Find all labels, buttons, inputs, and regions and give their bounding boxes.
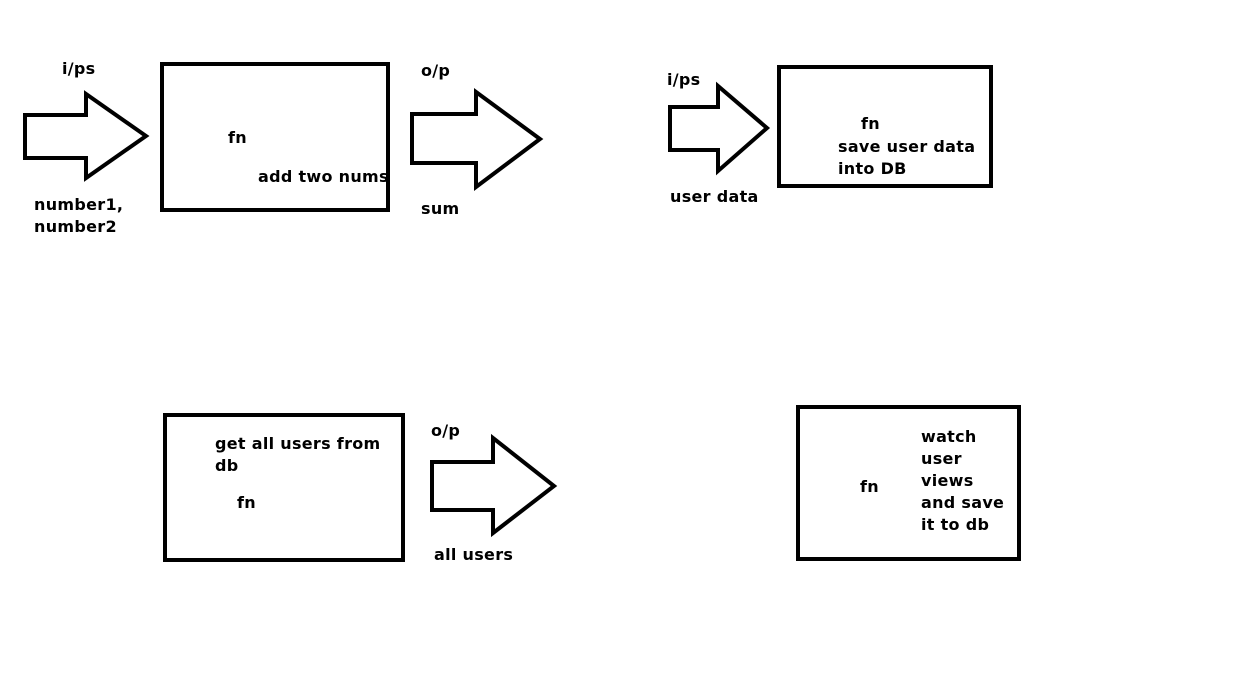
d3-output-label: o/p xyxy=(431,421,461,440)
output-arrow-3 xyxy=(430,433,558,538)
d4-fn-description-line: it to db xyxy=(921,515,990,534)
d1-output-value: sum xyxy=(421,199,460,218)
function-box-3 xyxy=(163,413,405,562)
d1-output-label: o/p xyxy=(421,61,451,80)
d3-fn-label: fn xyxy=(237,493,256,512)
d1-fn-label: fn xyxy=(228,128,247,147)
d3-fn-description-line2: db xyxy=(215,456,239,475)
d4-fn-description-line: user xyxy=(921,449,962,468)
function-box-2 xyxy=(777,65,993,188)
d2-input-value: user data xyxy=(670,187,759,206)
output-arrow-1 xyxy=(410,88,544,191)
d1-inputs-line2: number2 xyxy=(34,217,117,236)
input-arrow-1 xyxy=(23,90,150,182)
d3-output-value: all users xyxy=(434,545,514,564)
d4-fn-description-line: watch xyxy=(921,427,977,446)
d4-fn-description-line: views xyxy=(921,471,974,490)
d2-fn-description-line1: save user data xyxy=(838,137,976,156)
d2-fn-label: fn xyxy=(861,114,880,133)
d2-fn-description-line2: into DB xyxy=(838,159,907,178)
function-box-1 xyxy=(160,62,390,212)
d1-inputs-line1: number1, xyxy=(34,195,124,214)
d4-fn-label: fn xyxy=(860,477,879,496)
d3-fn-description-line1: get all users from xyxy=(215,434,381,453)
d1-fn-description: add two nums xyxy=(258,167,389,186)
d1-input-label: i/ps xyxy=(62,59,96,78)
d4-fn-description-line: and save xyxy=(921,493,1005,512)
function-box-4 xyxy=(796,405,1021,561)
input-arrow-2 xyxy=(668,81,771,176)
d2-input-label: i/ps xyxy=(667,70,701,89)
